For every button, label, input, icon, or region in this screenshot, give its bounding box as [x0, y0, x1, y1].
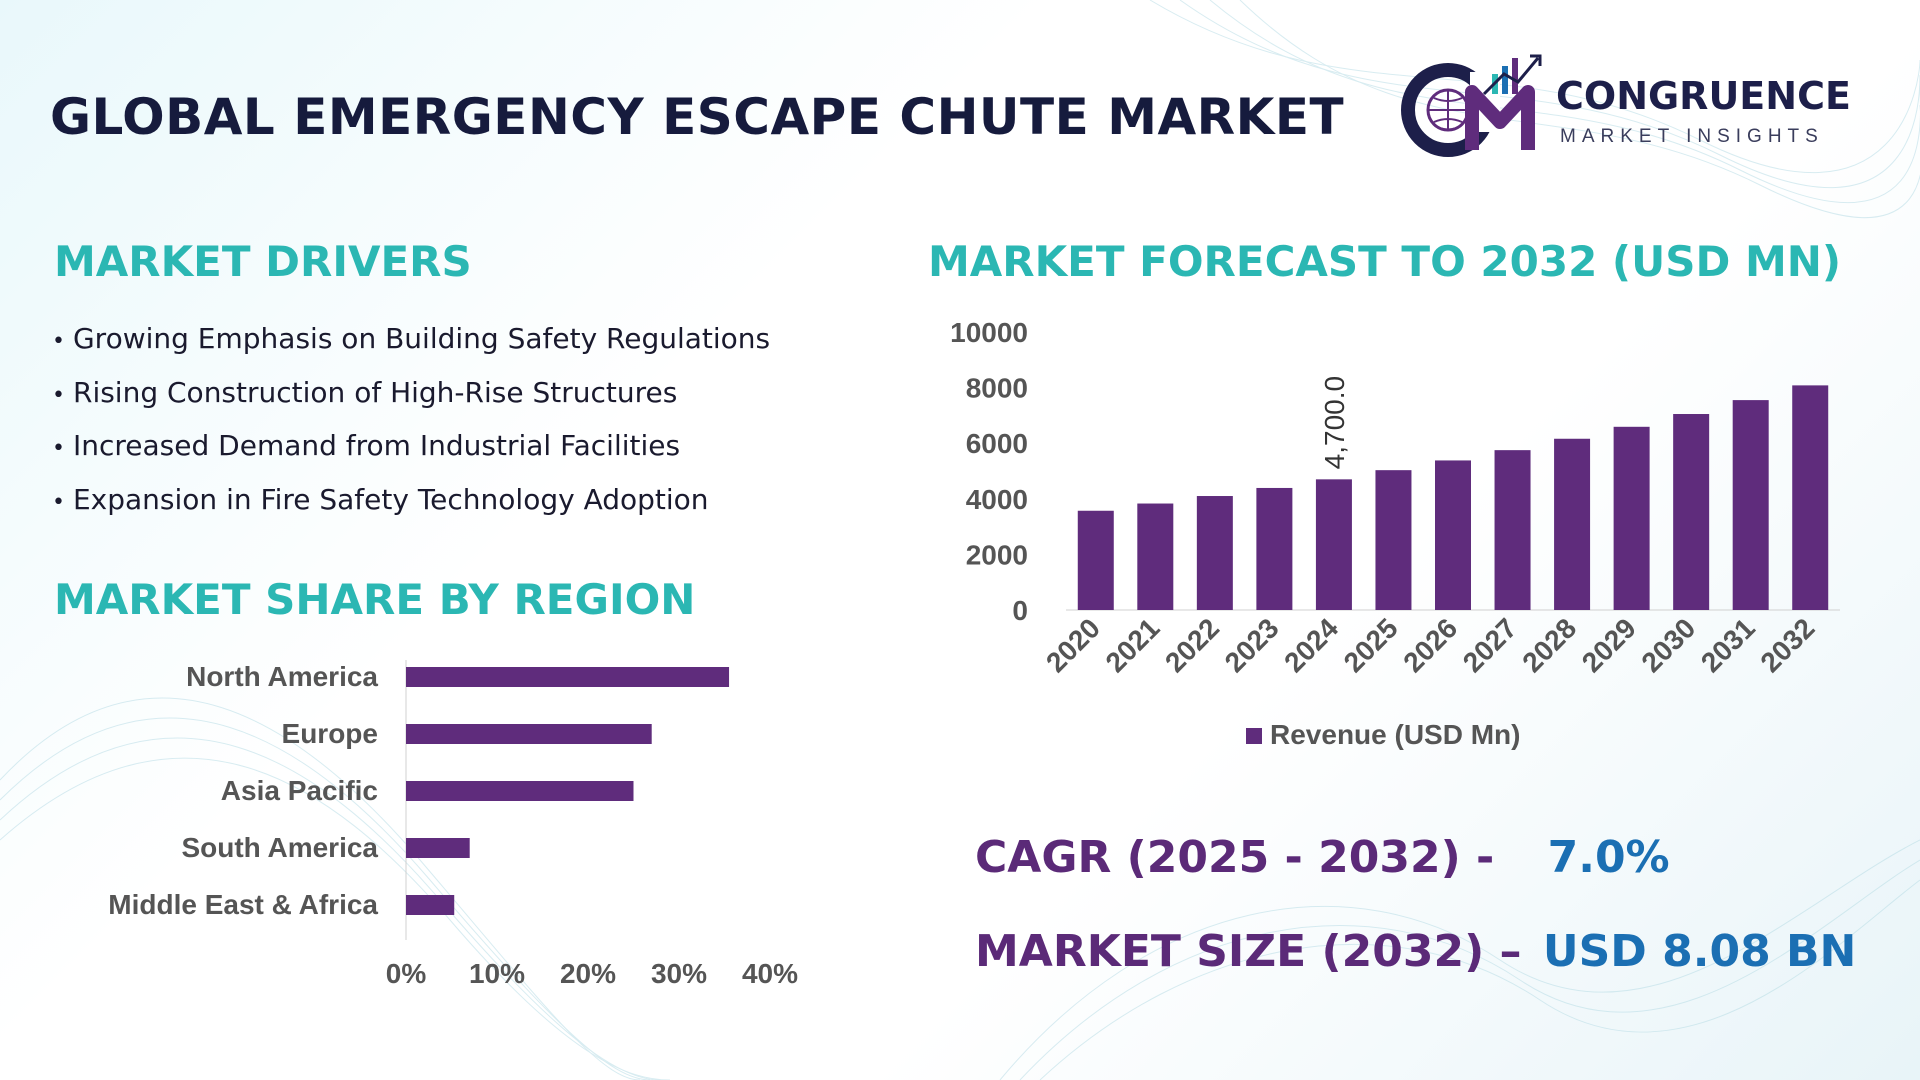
region-bar: [406, 667, 730, 687]
region-bar: [406, 895, 455, 915]
category-label: Asia Pacific: [221, 775, 378, 806]
drivers-heading: MARKET DRIVERS: [54, 237, 472, 286]
category-label: Middle East & Africa: [108, 889, 378, 920]
forecast-bar: [1792, 385, 1829, 610]
category-label: North America: [186, 661, 378, 692]
category-label: South America: [181, 832, 378, 863]
logo-name: CONGRUENCE: [1556, 74, 1851, 118]
x-tick-label: 2030: [1635, 612, 1701, 678]
driver-item: • Rising Construction of High-Rise Struct…: [52, 375, 678, 409]
x-tick-label: 2026: [1397, 612, 1463, 678]
legend-label: Revenue (USD Mn): [1270, 719, 1520, 750]
x-tick-label: 2024: [1278, 612, 1344, 678]
x-tick-label: 2023: [1219, 612, 1285, 678]
page-title: GLOBAL EMERGENCY ESCAPE CHUTE MARKET: [50, 88, 1345, 146]
forecast-bar: [1435, 460, 1471, 610]
forecast-bar: [1196, 496, 1233, 610]
bullet-icon: •: [52, 382, 65, 408]
bullet-icon: •: [52, 329, 65, 354]
region-chart: North America Europe Asia Pacific South Ame…: [0, 640, 880, 1000]
bullet-icon: •: [52, 436, 65, 461]
legend-swatch: [1246, 728, 1262, 744]
logo-mark-icon: [1401, 54, 1542, 157]
x-tick-label: 2028: [1516, 612, 1582, 678]
forecast-bar: [1673, 414, 1710, 610]
forecast-chart: 0 2000 4000 6000 8000 10000 2020 2021 2022 2023 20…: [920, 300, 1880, 770]
y-tick-label: 6000: [966, 428, 1028, 459]
x-tick-label: 2025: [1338, 612, 1404, 678]
market-size-label: MARKET SIZE (2032) –: [975, 926, 1522, 977]
y-tick-label: 2000: [966, 539, 1028, 570]
region-bar: [406, 838, 470, 858]
y-tick-label: 10000: [950, 317, 1028, 348]
forecast-bar: [1315, 479, 1352, 610]
logo-subtitle: MARKET INSIGHTS: [1560, 126, 1824, 147]
region-bar: [406, 724, 652, 744]
driver-item: • Expansion in Fire Safety Technology Ado…: [52, 482, 709, 516]
forecast-bar: [1494, 450, 1531, 610]
forecast-bar: [1732, 400, 1769, 610]
market-size-value: USD 8.08 BN: [1542, 926, 1857, 977]
region-chart-svg: North America Europe Asia Pacific South Ame…: [108, 660, 798, 989]
drivers-list: • Growing Emphasis on Building Safety Reg…: [52, 322, 770, 536]
driver-item: • Increased Demand from Industrial Facili…: [52, 429, 681, 462]
x-tick-label: 30%: [651, 958, 707, 989]
x-tick-label: 2027: [1457, 612, 1523, 678]
x-tick-label: 10%: [469, 958, 525, 989]
cagr-value: 7.0%: [1547, 832, 1670, 883]
x-tick-label: 2029: [1576, 612, 1642, 678]
x-tick-label: 0%: [386, 958, 427, 989]
forecast-bar: [1554, 438, 1591, 610]
bullet-icon: •: [52, 489, 65, 515]
forecast-bar: [1375, 470, 1412, 610]
x-tick-label: 2020: [1040, 612, 1106, 678]
category-label: Europe: [282, 718, 378, 749]
y-tick-label: 8000: [966, 373, 1028, 404]
forecast-heading: MARKET FORECAST TO 2032 (USD MN): [928, 237, 1842, 286]
company-logo: CONGRUENCE MARKET INSIGHTS: [1400, 52, 1870, 162]
market-size-row: MARKET SIZE (2032) – USD 8.08 BN: [975, 926, 1856, 977]
y-tick-label: 0: [1012, 595, 1028, 626]
region-heading: MARKET SHARE BY REGION: [54, 575, 696, 624]
x-tick-label: 40%: [742, 958, 798, 989]
forecast-bar: [1613, 426, 1650, 610]
forecast-chart-svg: 0200040006000800010000202020212022202320…: [950, 317, 1840, 750]
x-tick-label: 2021: [1100, 612, 1166, 678]
x-tick-label: 2022: [1159, 612, 1225, 678]
x-tick-label: 2032: [1755, 612, 1821, 678]
x-tick-label: 20%: [560, 958, 616, 989]
data-label: 4,700.0: [1319, 376, 1350, 469]
forecast-bar: [1256, 487, 1293, 610]
driver-item: • Growing Emphasis on Building Safety Reg…: [52, 322, 771, 355]
cagr-label: CAGR (2025 - 2032) -: [975, 832, 1495, 883]
cagr-row: CAGR (2025 - 2032) - 7.0%: [975, 832, 1670, 883]
forecast-bar: [1077, 510, 1114, 610]
y-tick-label: 4000: [966, 484, 1028, 515]
forecast-bar: [1137, 503, 1174, 610]
region-bar: [406, 781, 634, 801]
x-tick-label: 2031: [1695, 612, 1761, 678]
